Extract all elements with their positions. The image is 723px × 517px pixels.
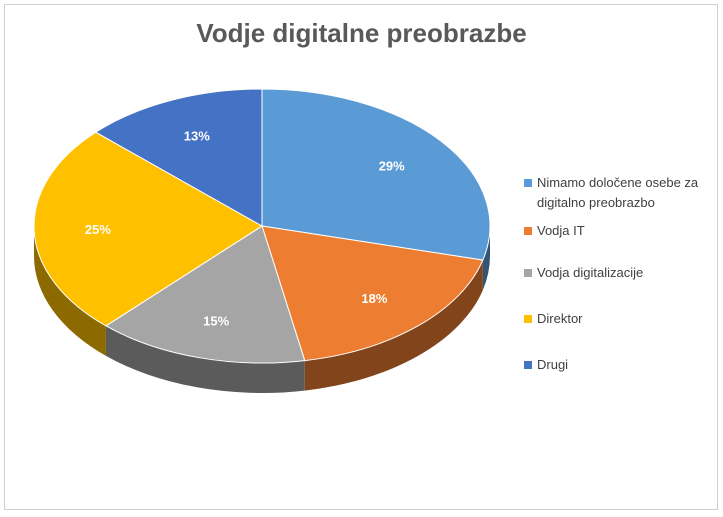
legend-label: Vodja digitalizacije: [537, 265, 644, 280]
legend-label: Nimamo določene osebe za digitalno preobr…: [537, 175, 699, 210]
legend-swatch: [524, 315, 532, 323]
data-label-4: 13%: [184, 128, 210, 143]
legend-item: Vodja digitalizacije: [524, 263, 643, 283]
data-labels: 29% 18% 15% 25% 13%: [85, 128, 405, 328]
pie-side-3: [34, 226, 106, 356]
legend: Nimamo določene osebe za digitalno preobr…: [516, 163, 708, 397]
legend-label: Vodja IT: [537, 223, 585, 238]
pie-slice-0: [261, 88, 491, 261]
pie-side-1: [304, 260, 483, 391]
pie-slice-2: [104, 225, 306, 364]
legend-swatch: [524, 361, 532, 369]
pie-slices: [33, 88, 491, 364]
legend-item: Nimamo določene osebe za digitalno preobr…: [524, 173, 698, 213]
legend-item: Drugi: [524, 355, 568, 375]
legend-swatch: [524, 179, 532, 187]
pie-side-2: [105, 325, 305, 394]
legend-label: Direktor: [537, 311, 583, 326]
legend-item: Vodja IT: [524, 221, 585, 241]
legend-label: Drugi: [537, 357, 569, 372]
pie-slice-1: [261, 225, 484, 362]
data-label-0: 29%: [379, 159, 405, 174]
chart-title: Vodje digitalne preobrazbe: [196, 18, 527, 48]
pie-side-0: [482, 226, 490, 291]
legend-item: Direktor: [524, 309, 583, 329]
pie-sides: [34, 226, 490, 394]
data-label-2: 15%: [203, 314, 229, 329]
legend-swatch: [524, 227, 532, 235]
pie-slice-3: [33, 131, 263, 327]
data-label-3: 25%: [85, 222, 111, 237]
pie-slice-4: [94, 88, 263, 227]
legend-swatch: [524, 269, 532, 277]
data-label-1: 18%: [361, 291, 387, 306]
